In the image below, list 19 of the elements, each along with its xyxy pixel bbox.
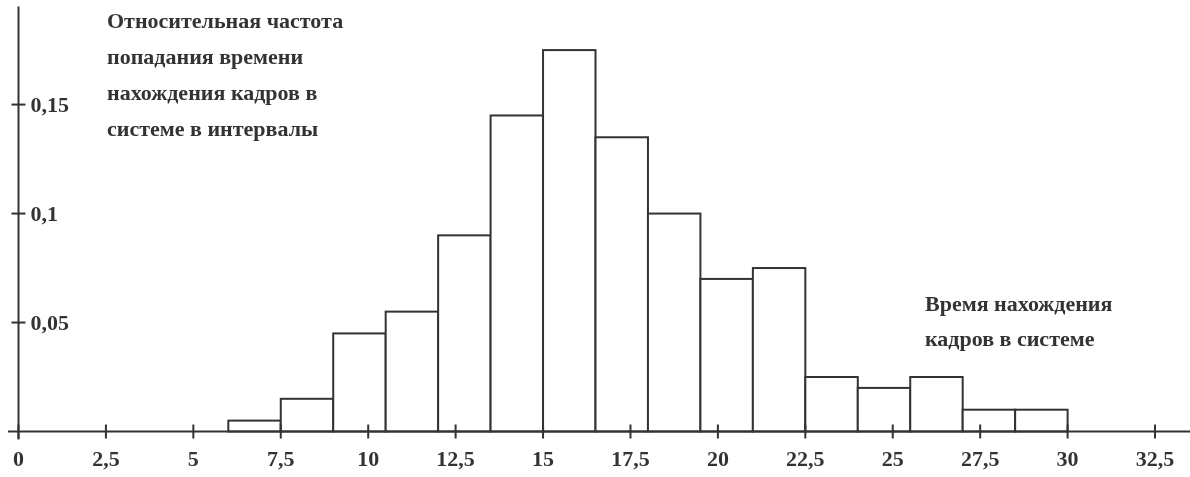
x-tick-label: 27,5 — [960, 445, 1000, 471]
x-tick-label: 0 — [12, 445, 24, 471]
x-tick-label: 2,5 — [92, 445, 120, 471]
x-tick-label: 17,5 — [611, 445, 650, 471]
y-axis-title: Относительная частота попадания времени нахождения кадров в системе в интервалы — [107, 8, 344, 141]
y-tick-label: 0,05 — [30, 310, 69, 336]
x-axis-title: Время нахождения кадров в системе — [925, 291, 1113, 351]
x-tick-label: 25 — [881, 445, 904, 471]
x-tick-label: 7,5 — [267, 445, 295, 471]
x-tick-label: 32,5 — [1135, 445, 1175, 471]
x-tick-label: 15 — [532, 445, 555, 471]
y-tick-label: 0,1 — [30, 201, 58, 227]
x-tick-label: 10 — [357, 445, 380, 471]
x-tick-label: 20 — [706, 445, 729, 471]
x-tick-label: 12,5 — [436, 445, 475, 471]
x-tick-label: 22,5 — [786, 445, 825, 471]
x-tick-label: 30 — [1056, 445, 1079, 471]
x-tick-label: 5 — [187, 445, 199, 471]
y-tick-label: 0,15 — [30, 92, 69, 118]
